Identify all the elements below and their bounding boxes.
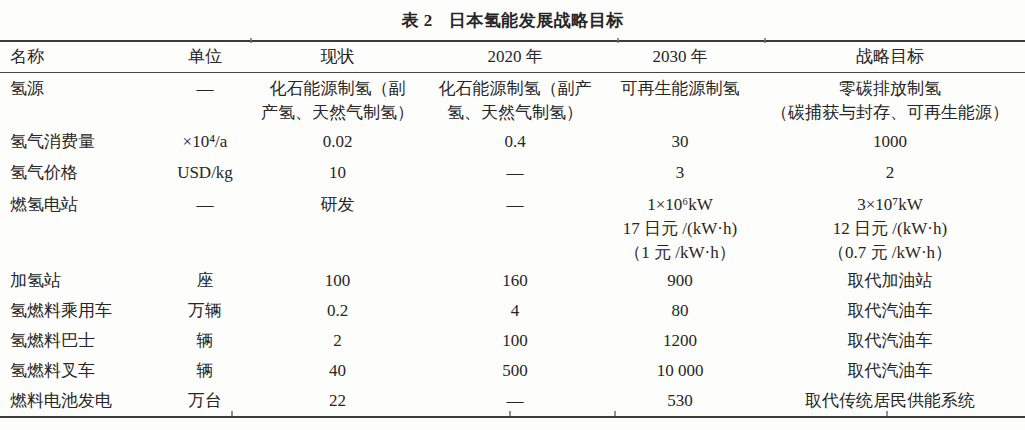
- rule-tick: [509, 411, 511, 416]
- column-header-unit: 单位: [160, 41, 250, 72]
- table-caption-title: 日本氢能发展战略目标: [449, 11, 624, 30]
- cell-2030: 1×10⁶kW 17 日元 /(kW·h) （1 元 /kW·h）: [605, 189, 755, 265]
- column-header-name: 名称: [0, 41, 160, 72]
- cell-2020: 4: [425, 295, 605, 325]
- cell-name: 燃料电池发电: [0, 385, 160, 417]
- cell-2020: 化石能源制氢（副产 氢、天然气制氢）: [425, 72, 605, 126]
- table-row: 加氢站 座 100 160 900 取代加油站: [0, 265, 1025, 295]
- rule-tick: [886, 411, 888, 416]
- hydrogen-strategy-table: 名称 单位 现状 2020 年 2030 年 战略目标 氢源 — 化石能源制氢（…: [0, 40, 1025, 418]
- cell-2030: 900: [605, 265, 755, 295]
- cell-current: 2: [250, 325, 425, 355]
- table-row: 燃料电池发电 万台 22 — 530 取代传统居民供能系统: [0, 385, 1025, 417]
- cell-target: 取代汽油车: [755, 325, 1025, 355]
- cell-unit: 座: [160, 265, 250, 295]
- cell-current: 40: [250, 355, 425, 385]
- table-row: 氢燃料叉车 辆 40 500 10 000 取代汽油车: [0, 355, 1025, 385]
- rule-tick: [614, 411, 616, 416]
- cell-target: 1000: [755, 126, 1025, 157]
- table-row: 氢燃料乘用车 万辆 0.2 4 80 取代汽油车: [0, 295, 1025, 325]
- column-header-2030: 2030 年: [605, 41, 755, 72]
- cell-unit: 万台: [160, 385, 250, 417]
- cell-2020: 0.4: [425, 126, 605, 157]
- cell-current: 100: [250, 265, 425, 295]
- cell-unit: 辆: [160, 355, 250, 385]
- cell-unit: 辆: [160, 325, 250, 355]
- cell-2030: 10 000: [605, 355, 755, 385]
- cell-name: 氢燃料巴士: [0, 325, 160, 355]
- cell-unit: 万辆: [160, 295, 250, 325]
- rule-tick: [250, 38, 252, 43]
- column-header-target: 战略目标: [755, 41, 1025, 72]
- table-row: 氢气消费量 ×10⁴/a 0.02 0.4 30 1000: [0, 126, 1025, 157]
- cell-current: 研发: [250, 189, 425, 265]
- cell-unit: —: [160, 189, 250, 265]
- cell-current: 10: [250, 157, 425, 189]
- cell-name: 燃氢电站: [0, 189, 160, 265]
- cell-unit: —: [160, 72, 250, 126]
- cell-current: 化石能源制氢（副 产氢、天然气制氢）: [250, 72, 425, 126]
- cell-2030: 80: [605, 295, 755, 325]
- cell-2020: 160: [425, 265, 605, 295]
- rule-tick: [764, 38, 766, 43]
- cell-name: 氢气消费量: [0, 126, 160, 157]
- cell-2030: 3: [605, 157, 755, 189]
- cell-2030: 可再生能源制氢: [605, 72, 755, 126]
- cell-unit: ×10⁴/a: [160, 126, 250, 157]
- cell-name: 氢源: [0, 72, 160, 126]
- cell-2020: 500: [425, 355, 605, 385]
- table-caption: 表 2 日本氢能发展战略目标: [0, 9, 1025, 32]
- cell-target: 取代传统居民供能系统: [755, 385, 1025, 417]
- cell-current: 22: [250, 385, 425, 417]
- cell-2020: —: [425, 385, 605, 417]
- table-row: 燃氢电站 — 研发 — 1×10⁶kW 17 日元 /(kW·h) （1 元 /…: [0, 189, 1025, 265]
- table-row: 氢气价格 USD/kg 10 — 3 2: [0, 157, 1025, 189]
- table-caption-label: 表 2: [401, 11, 432, 30]
- cell-2020: 100: [425, 325, 605, 355]
- cell-current: 0.2: [250, 295, 425, 325]
- cell-2020: —: [425, 157, 605, 189]
- table-row: 氢源 — 化石能源制氢（副 产氢、天然气制氢） 化石能源制氢（副产 氢、天然气制…: [0, 72, 1025, 126]
- cell-name: 氢燃料乘用车: [0, 295, 160, 325]
- column-header-2020: 2020 年: [425, 41, 605, 72]
- cell-name: 氢燃料叉车: [0, 355, 160, 385]
- cell-current: 0.02: [250, 126, 425, 157]
- cell-target: 取代汽油车: [755, 295, 1025, 325]
- cell-name: 加氢站: [0, 265, 160, 295]
- column-header-current: 现状: [250, 41, 425, 72]
- paper-table-figure: 表 2 日本氢能发展战略目标 名称 单位 现状 2020 年 2030 年 战略目…: [0, 0, 1025, 430]
- rule-tick: [617, 38, 619, 43]
- cell-target: 零碳排放制氢 （碳捕获与封存、可再生能源）: [755, 72, 1025, 126]
- cell-2030: 1200: [605, 325, 755, 355]
- rule-tick: [231, 411, 233, 416]
- table-header-row: 名称 单位 现状 2020 年 2030 年 战略目标: [0, 41, 1025, 72]
- cell-target: 取代加油站: [755, 265, 1025, 295]
- cell-name: 氢气价格: [0, 157, 160, 189]
- cell-target: 取代汽油车: [755, 355, 1025, 385]
- cell-target: 2: [755, 157, 1025, 189]
- cell-unit: USD/kg: [160, 157, 250, 189]
- cell-2020: —: [425, 189, 605, 265]
- cell-target: 3×10⁷kW 12 日元 /(kW·h) （0.7 元 /kW·h）: [755, 189, 1025, 265]
- cell-2030: 30: [605, 126, 755, 157]
- cell-2030: 530: [605, 385, 755, 417]
- table-row: 氢燃料巴士 辆 2 100 1200 取代汽油车: [0, 325, 1025, 355]
